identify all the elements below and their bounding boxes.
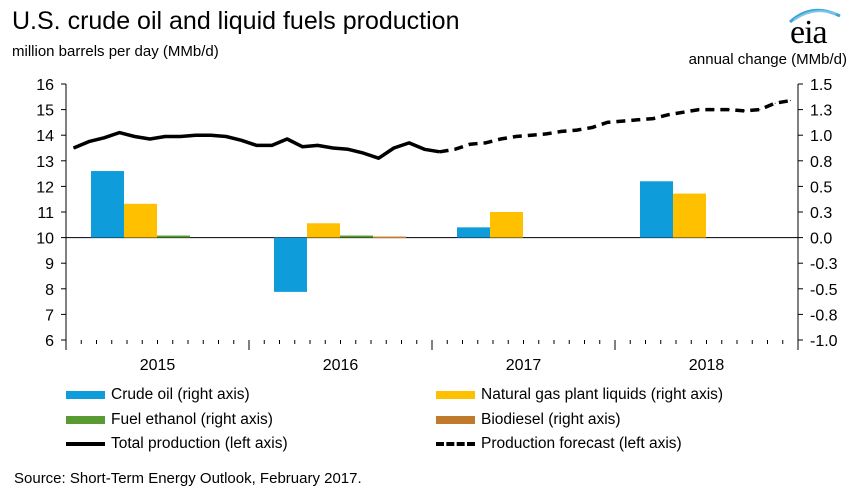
total-production-point bbox=[149, 138, 151, 140]
total-production-point bbox=[179, 135, 181, 137]
total-production-point bbox=[332, 147, 334, 149]
left-tick-label: 13 bbox=[36, 154, 54, 171]
total-production-point bbox=[347, 148, 349, 150]
production-forecast-point bbox=[713, 109, 715, 111]
eia-logo: eia bbox=[776, 4, 846, 51]
right-tick-label: 0.0 bbox=[810, 231, 832, 248]
production-forecast-point bbox=[454, 148, 456, 150]
bar-ngpl bbox=[124, 203, 157, 238]
production-forecast-point bbox=[759, 109, 761, 111]
left-tick-label: 11 bbox=[37, 205, 54, 222]
bar-ngpl bbox=[673, 193, 706, 238]
total-production-point bbox=[271, 144, 273, 146]
production-forecast-point bbox=[500, 138, 502, 140]
bar-biodiesel bbox=[373, 236, 406, 239]
production-forecast-point bbox=[774, 102, 776, 104]
left-tick-label: 9 bbox=[45, 256, 54, 273]
production-forecast-point bbox=[667, 114, 669, 116]
production-forecast-point bbox=[744, 110, 746, 112]
total-production-point bbox=[210, 134, 212, 136]
right-tick-label: 1.5 bbox=[810, 77, 832, 94]
total-production-point bbox=[362, 152, 364, 154]
logo-arc-icon bbox=[788, 8, 841, 24]
right-tick-label: 0.3 bbox=[810, 205, 832, 222]
total-production-point bbox=[393, 147, 395, 149]
left-tick-label: 15 bbox=[36, 103, 54, 120]
left-axis-title: million barrels per day (MMb/d) bbox=[12, 43, 219, 60]
production-forecast-point bbox=[728, 109, 730, 111]
bar-ethanol bbox=[157, 235, 190, 238]
right-tick-label: 0.8 bbox=[810, 154, 832, 171]
total-production-point bbox=[408, 142, 410, 144]
production-forecast-point bbox=[698, 109, 700, 111]
logo-text: eia bbox=[790, 14, 828, 51]
production-forecast-point bbox=[530, 134, 532, 136]
total-production-point bbox=[164, 135, 166, 137]
left-tick-label: 10 bbox=[36, 231, 54, 248]
left-tick-label: 16 bbox=[36, 77, 54, 94]
left-tick-label: 6 bbox=[45, 333, 54, 350]
production-forecast-point bbox=[606, 121, 608, 123]
production-forecast-point bbox=[439, 151, 441, 153]
category-label: 2017 bbox=[506, 357, 542, 374]
left-tick-label: 8 bbox=[45, 282, 54, 299]
right-axis-title: annual change (MMb/d) bbox=[688, 51, 847, 68]
production-forecast-point bbox=[561, 130, 563, 132]
category-label: 2015 bbox=[140, 357, 176, 374]
total-production-point bbox=[225, 135, 227, 137]
total-production-point bbox=[301, 146, 303, 148]
total-production-point bbox=[240, 139, 242, 141]
production-forecast-point bbox=[622, 120, 624, 122]
total-production-point bbox=[118, 132, 120, 134]
bar-crude bbox=[457, 227, 490, 238]
production-forecast-point bbox=[545, 133, 547, 135]
right-tick-label: -0.5 bbox=[810, 282, 838, 299]
bar-ngpl bbox=[307, 223, 340, 238]
bar-ngpl bbox=[490, 212, 523, 238]
right-tick-label: -0.8 bbox=[810, 307, 838, 324]
right-tick-label: 0.5 bbox=[810, 179, 832, 196]
right-tick-label: -1.0 bbox=[810, 333, 838, 350]
total-production-point bbox=[256, 144, 258, 146]
left-tick-label: 7 bbox=[45, 307, 54, 324]
total-production-point bbox=[317, 144, 319, 146]
bar-crude bbox=[640, 181, 673, 238]
chart-title: U.S. crude oil and liquid fuels producti… bbox=[12, 7, 460, 35]
category-label: 2018 bbox=[689, 357, 725, 374]
total-production-point bbox=[378, 157, 380, 159]
total-production-point bbox=[134, 135, 136, 137]
production-forecast-point bbox=[591, 127, 593, 129]
production-forecast-point bbox=[576, 129, 578, 131]
left-tick-label: 14 bbox=[36, 128, 54, 145]
bar-ethanol bbox=[340, 235, 373, 238]
total-production-point bbox=[423, 148, 425, 150]
production-forecast-point bbox=[469, 143, 471, 145]
production-forecast-point bbox=[789, 100, 791, 102]
total-production-point bbox=[103, 137, 105, 139]
total-production-point bbox=[286, 138, 288, 140]
production-forecast-point bbox=[484, 142, 486, 144]
category-label: 2016 bbox=[323, 357, 359, 374]
production-forecast-point bbox=[652, 118, 654, 120]
bar-crude bbox=[274, 237, 307, 292]
source-note: Source: Short-Term Energy Outlook, Febru… bbox=[14, 470, 362, 487]
production-forecast-point bbox=[637, 119, 639, 121]
production-forecast-line bbox=[439, 98, 791, 154]
production-forecast-point bbox=[683, 111, 685, 113]
right-tick-label: 1.0 bbox=[810, 128, 832, 145]
right-tick-label: 1.3 bbox=[810, 103, 832, 120]
total-production-point bbox=[195, 134, 197, 136]
left-tick-label: 12 bbox=[36, 179, 54, 196]
bar-crude bbox=[91, 171, 124, 238]
production-forecast-point bbox=[515, 135, 517, 137]
total-production-point bbox=[73, 147, 75, 149]
total-production-point bbox=[88, 141, 90, 143]
right-tick-label: -0.3 bbox=[810, 256, 838, 273]
